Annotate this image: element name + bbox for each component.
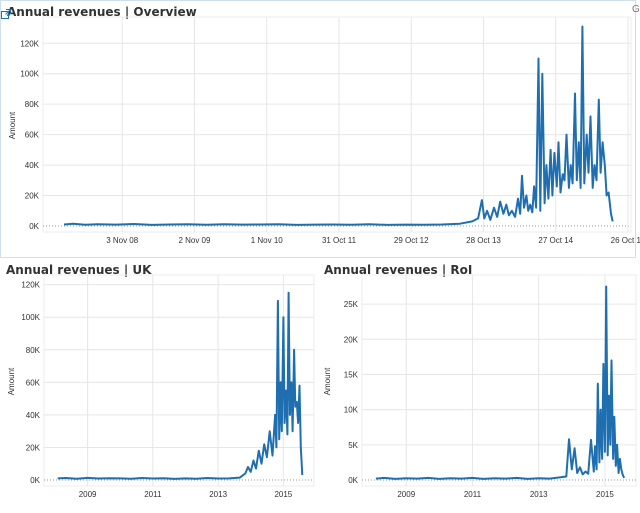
series-line — [57, 291, 304, 480]
y-tick-label: 80K — [25, 100, 40, 109]
y-tick-label: 5K — [348, 441, 358, 450]
uk-panel: Annual revenues | UK 0K 20K 40K 60K 80K 100K 1… — [0, 259, 318, 513]
x-tick-label: 28 Oct 13 — [466, 236, 501, 245]
x-tick-label: 29 Oct 12 — [394, 236, 429, 245]
y-tick-label: 60K — [26, 378, 41, 387]
x-tick-label: 2011 — [464, 490, 482, 499]
y-tick-label: 80K — [26, 346, 41, 355]
expand-icon[interactable] — [1, 9, 11, 19]
uk-title: Annual revenues | UK — [6, 263, 152, 277]
roi-title: Annual revenues | RoI — [324, 263, 473, 277]
y-tick-label: 20K — [344, 335, 359, 344]
y-tick-label: 100K — [20, 70, 39, 79]
x-tick-label: 2013 — [209, 490, 227, 499]
y-tick-label: 0K — [30, 476, 40, 485]
y-tick-label: 40K — [25, 161, 40, 170]
y-tick-label: 10K — [344, 406, 359, 415]
y-tick-label: 20K — [26, 443, 41, 452]
x-tick-label: 2011 — [144, 490, 162, 499]
series-line — [63, 25, 614, 226]
x-tick-label: 1 Nov 10 — [251, 236, 284, 245]
overview-title: Annual revenues | Overview — [7, 5, 197, 19]
x-tick-label: 31 Oct 11 — [322, 236, 357, 245]
plot-frame — [42, 16, 632, 233]
roi-panel: Annual revenues | RoI 0K 5K 10K 15K 20K 25K 20… — [318, 259, 640, 513]
edge-glyph: G — [632, 4, 640, 15]
y-tick-label: 0K — [348, 476, 358, 485]
y-axis-label: Amount — [8, 111, 17, 139]
plot-frame — [361, 274, 637, 487]
x-tick-label: 2013 — [530, 490, 548, 499]
y-tick-label: 100K — [21, 313, 40, 322]
x-tick-label: 27 Oct 14 — [538, 236, 573, 245]
plot-frame — [43, 274, 315, 487]
y-tick-label: 120K — [20, 39, 39, 48]
x-tick-label: 2015 — [274, 490, 292, 499]
y-tick-label: 60K — [25, 131, 40, 140]
y-tick-label: 0K — [29, 222, 39, 231]
y-tick-label: 20K — [25, 192, 40, 201]
roi-chart: 0K 5K 10K 15K 20K 25K 2009 2011 2013 2015 Amount — [323, 274, 637, 499]
y-tick-label: 15K — [344, 370, 359, 379]
x-tick-label: 2009 — [79, 490, 97, 499]
y-axis-label: Amount — [323, 367, 332, 395]
y-tick-label: 25K — [344, 300, 359, 309]
y-tick-label: 120K — [21, 281, 40, 290]
x-tick-label: 2 Nov 09 — [178, 236, 211, 245]
overview-panel: Annual revenues | Overview 0K 20K 40K 60K 80… — [0, 0, 640, 258]
uk-chart: 0K 20K 40K 60K 80K 100K 120K 2009 2011 2013 2015 Am… — [7, 274, 315, 499]
x-tick-label: 2009 — [397, 490, 415, 499]
x-tick-label: 26 Oct 15 — [611, 236, 640, 245]
y-tick-label: 40K — [26, 411, 41, 420]
series-line — [375, 285, 626, 480]
x-tick-label: 2015 — [596, 490, 614, 499]
overview-chart: 0K 20K 40K 60K 80K 100K 120K 3 Nov 08 2 Nov 09 1 … — [8, 16, 640, 245]
x-tick-label: 3 Nov 08 — [106, 236, 139, 245]
y-axis-label: Amount — [7, 367, 16, 395]
